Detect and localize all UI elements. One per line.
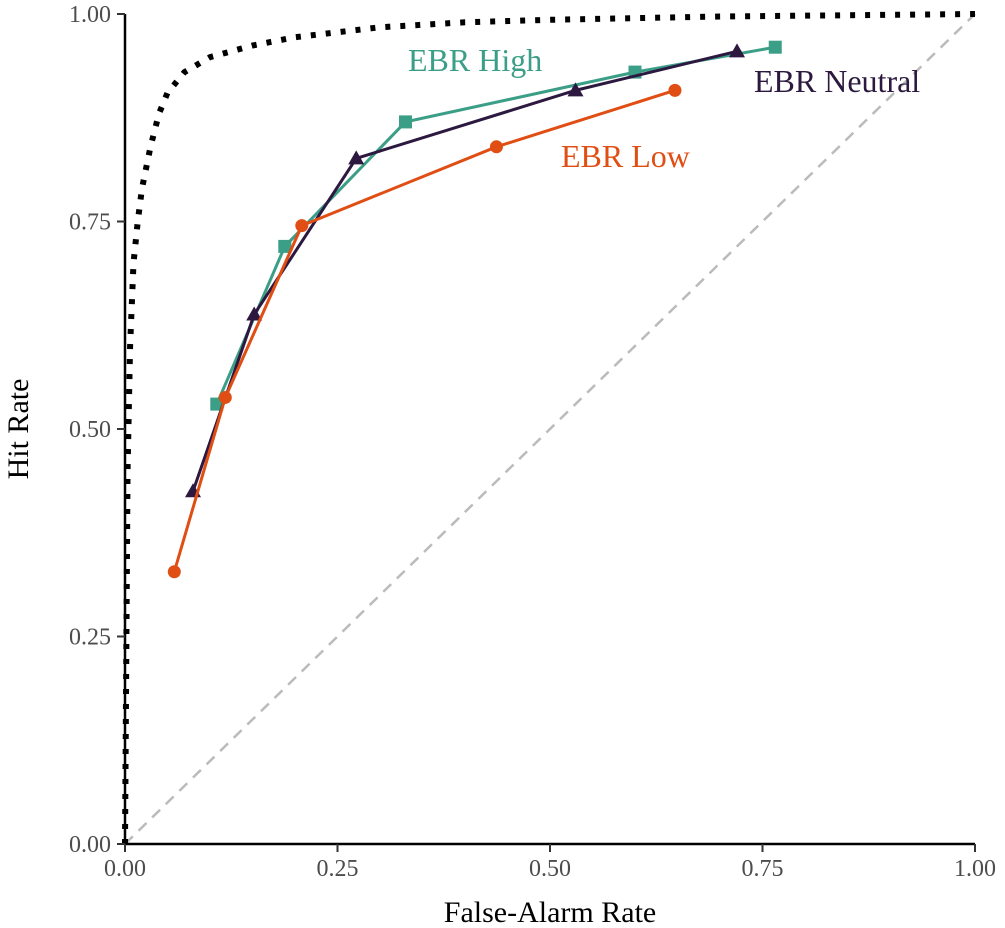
y-tick-label: 1.00 [69, 2, 111, 28]
data-point-ebr-high [768, 40, 782, 54]
chance-line [124, 13, 976, 845]
x-tick-label: 1.00 [954, 856, 996, 882]
x-tick-label: 0.25 [317, 856, 359, 882]
data-point-ebr-neutral [246, 306, 263, 321]
ticks: 0.00 0.25 0.50 0.75 1.00 0.00 0.25 0.50 0.75 1.00 [69, 2, 996, 882]
y-tick-label: 0.50 [69, 417, 111, 443]
data-point-ebr-low [489, 140, 503, 154]
x-tick-label: 0.50 [529, 856, 571, 882]
data-point-ebr-high [399, 115, 412, 129]
data-point-ebr-low [295, 219, 309, 233]
reference-curve-line [122, 11, 976, 845]
series-label-ebr-neutral: EBR Neutral [754, 63, 920, 99]
data-point-ebr-neutral [348, 150, 365, 165]
y-axis-title: Hit Rate [2, 379, 35, 480]
series-labels: EBR High EBR Neutral EBR Low [408, 42, 920, 174]
data-point-ebr-low [668, 83, 682, 97]
y-tick-label: 0.75 [69, 210, 111, 236]
chance-diagonal [124, 13, 976, 845]
x-tick-label: 0.75 [742, 856, 784, 882]
y-tick-label: 0.25 [69, 625, 111, 651]
data-point-ebr-low [167, 565, 181, 579]
data-point-ebr-neutral [729, 43, 745, 58]
data-point-ebr-low [218, 390, 232, 404]
series-label-ebr-low: EBR Low [561, 138, 690, 174]
x-axis-title: False-Alarm Rate [444, 896, 656, 928]
data-point-ebr-neutral [567, 82, 584, 97]
series [167, 40, 782, 579]
reference-curve [122, 11, 976, 845]
x-tick-label: 0.00 [104, 856, 146, 882]
y-tick-label: 0.00 [69, 832, 111, 858]
data-point-ebr-high [278, 239, 292, 253]
series-label-ebr-high: EBR High [408, 42, 542, 78]
